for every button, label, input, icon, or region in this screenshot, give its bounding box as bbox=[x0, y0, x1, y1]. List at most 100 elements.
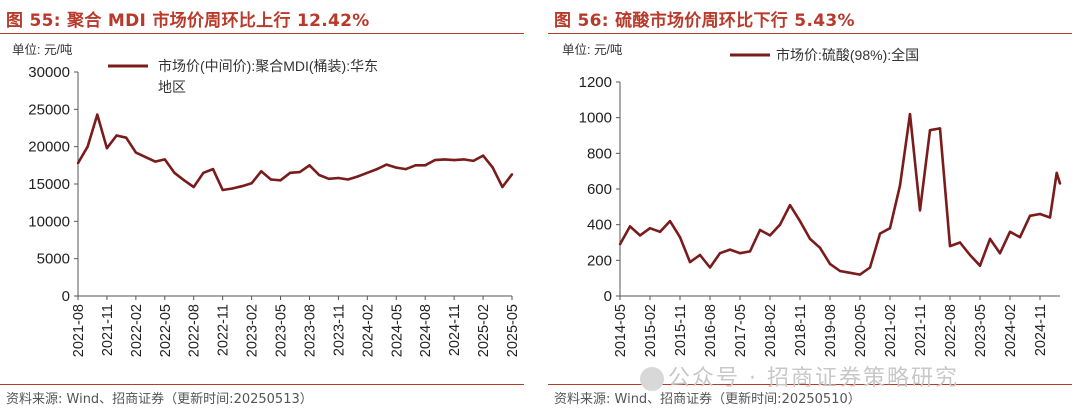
data-point bbox=[250, 182, 253, 185]
data-point bbox=[768, 234, 772, 237]
x-tick-label: 2025-05 bbox=[505, 304, 521, 357]
unit-label: 单位: 元/吨 bbox=[12, 42, 73, 57]
y-tick-label: 0 bbox=[62, 288, 70, 305]
data-point bbox=[928, 129, 932, 132]
data-point bbox=[173, 171, 176, 174]
chart-title: 图 56: 硫酸市场价周环比下行 5.43% bbox=[554, 11, 855, 31]
data-point bbox=[366, 171, 369, 174]
source-note: 资料来源: Wind、招商证券（更新时间:20250513） bbox=[6, 392, 313, 407]
chart-title: 图 55: 聚合 MDI 市场价周环比上行 12.42% bbox=[6, 11, 370, 31]
footer-divider bbox=[548, 384, 1072, 385]
x-tick-label: 2024-02 bbox=[360, 304, 376, 357]
data-point bbox=[708, 266, 712, 269]
data-point bbox=[788, 203, 792, 207]
x-tick-label: 2015-02 bbox=[643, 304, 659, 357]
data-point bbox=[404, 167, 408, 171]
data-point bbox=[778, 223, 782, 226]
chart-panel-mdi: 图 55: 聚合 MDI 市场价周环比上行 12.42% 单位: 元/吨 市场价… bbox=[0, 0, 532, 412]
data-point bbox=[231, 187, 234, 190]
data-point bbox=[808, 237, 812, 241]
data-point bbox=[868, 266, 872, 269]
data-point bbox=[798, 219, 802, 223]
wechat-icon bbox=[640, 367, 664, 391]
data-point bbox=[144, 155, 147, 159]
data-point bbox=[728, 248, 732, 251]
data-point bbox=[888, 227, 892, 230]
data-point bbox=[1048, 216, 1052, 219]
y-tick-label: 10000 bbox=[28, 213, 70, 230]
y-tick-label: 800 bbox=[587, 145, 612, 162]
data-point bbox=[948, 244, 952, 248]
data-point bbox=[452, 158, 456, 162]
data-point bbox=[269, 178, 273, 181]
x-tick-label: 2023-11 bbox=[331, 304, 347, 356]
x-tick-label: 2021-11 bbox=[100, 304, 116, 356]
data-point bbox=[433, 158, 436, 162]
data-point bbox=[211, 167, 215, 171]
data-point bbox=[958, 241, 962, 244]
legend-label-line2: 地区 bbox=[158, 79, 186, 95]
data-point bbox=[758, 228, 762, 232]
y-tick-label: 15000 bbox=[28, 176, 70, 193]
y-tick-label: 20000 bbox=[28, 139, 70, 156]
data-point bbox=[443, 158, 446, 161]
data-point bbox=[337, 176, 340, 180]
x-tick-label: 2024-02 bbox=[1003, 304, 1019, 357]
mdi-line-chart: 单位: 元/吨 市场价(中间价):聚合MDI(桶装):华东 地区 0 5000 10… bbox=[12, 42, 521, 357]
x-tick-label: 2017-05 bbox=[733, 304, 749, 357]
data-point bbox=[154, 160, 157, 163]
x-tick-label: 2022-11 bbox=[216, 304, 232, 356]
x-tick-label: 2023-05 bbox=[973, 304, 989, 357]
data-point bbox=[738, 252, 742, 255]
x-tick-label: 2015-11 bbox=[673, 304, 689, 356]
x-tick-label: 2022-08 bbox=[943, 304, 959, 357]
data-point bbox=[202, 171, 205, 174]
x-tick-label: 2018-11 bbox=[793, 304, 809, 356]
y-tick-label: 30000 bbox=[28, 64, 70, 81]
data-point bbox=[878, 232, 882, 235]
data-point bbox=[115, 134, 118, 137]
y-tick-label: 600 bbox=[587, 181, 612, 198]
data-point bbox=[668, 219, 672, 223]
x-tick-label: 2021-08 bbox=[71, 304, 87, 357]
data-point bbox=[1055, 171, 1058, 175]
y-tick-label: 5000 bbox=[37, 251, 70, 268]
chart-panel-sulfuric-acid: 图 56: 硫酸市场价周环比下行 5.43% 单位: 元/吨 市场价:硫酸(98… bbox=[548, 0, 1080, 412]
data-point bbox=[678, 236, 682, 239]
source-note: 资料来源: Wind、招商证券（更新时间:20250510） bbox=[554, 392, 861, 407]
data-point bbox=[125, 136, 128, 139]
data-point bbox=[346, 178, 350, 181]
data-point bbox=[414, 164, 417, 167]
x-tick-label: 2024-11 bbox=[1033, 304, 1049, 356]
x-tick-label: 2018-02 bbox=[763, 304, 779, 357]
y-tick-label: 200 bbox=[587, 252, 612, 269]
data-point bbox=[395, 166, 398, 169]
data-point bbox=[491, 166, 494, 169]
data-point bbox=[938, 127, 942, 130]
data-point bbox=[76, 161, 80, 165]
data-point bbox=[718, 252, 722, 255]
title-divider bbox=[548, 33, 1072, 34]
data-point bbox=[1058, 182, 1062, 185]
data-point bbox=[375, 167, 379, 171]
data-point bbox=[898, 184, 902, 187]
data-point bbox=[289, 171, 292, 174]
x-tick-label: 2014-05 bbox=[613, 304, 629, 357]
data-point bbox=[1028, 214, 1032, 217]
data-point bbox=[298, 170, 301, 174]
x-tick-label: 2024-05 bbox=[389, 304, 405, 357]
title-divider bbox=[0, 33, 524, 34]
data-point bbox=[240, 185, 244, 188]
data-point bbox=[618, 243, 622, 246]
x-tick-label: 2023-08 bbox=[302, 304, 318, 357]
x-tick-label: 2021-02 bbox=[883, 304, 899, 357]
data-point bbox=[968, 253, 972, 257]
data-point bbox=[658, 230, 662, 233]
data-point bbox=[628, 225, 632, 228]
data-point bbox=[96, 113, 99, 116]
data-point bbox=[163, 158, 166, 161]
data-point bbox=[192, 185, 195, 189]
x-tick-label: 2024-11 bbox=[447, 304, 463, 356]
x-tick-label: 2023-05 bbox=[274, 304, 290, 357]
x-tick-label: 2025-02 bbox=[476, 304, 492, 357]
